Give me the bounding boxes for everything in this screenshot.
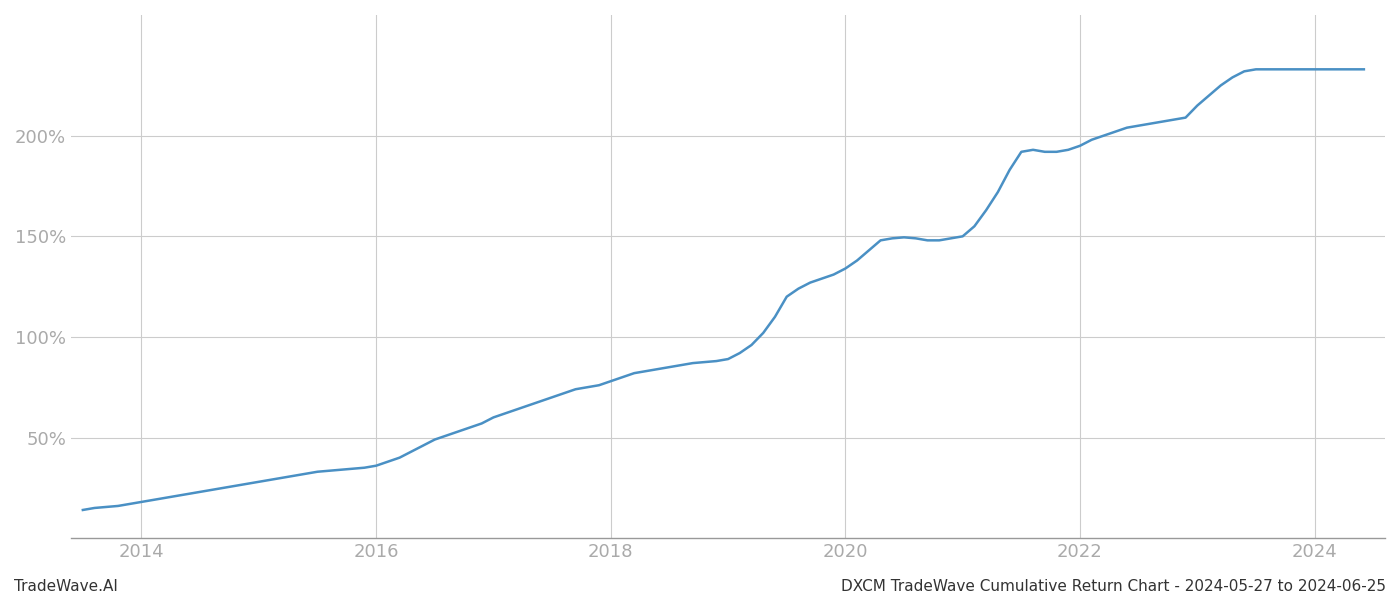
Text: DXCM TradeWave Cumulative Return Chart - 2024-05-27 to 2024-06-25: DXCM TradeWave Cumulative Return Chart -… xyxy=(841,579,1386,594)
Text: TradeWave.AI: TradeWave.AI xyxy=(14,579,118,594)
